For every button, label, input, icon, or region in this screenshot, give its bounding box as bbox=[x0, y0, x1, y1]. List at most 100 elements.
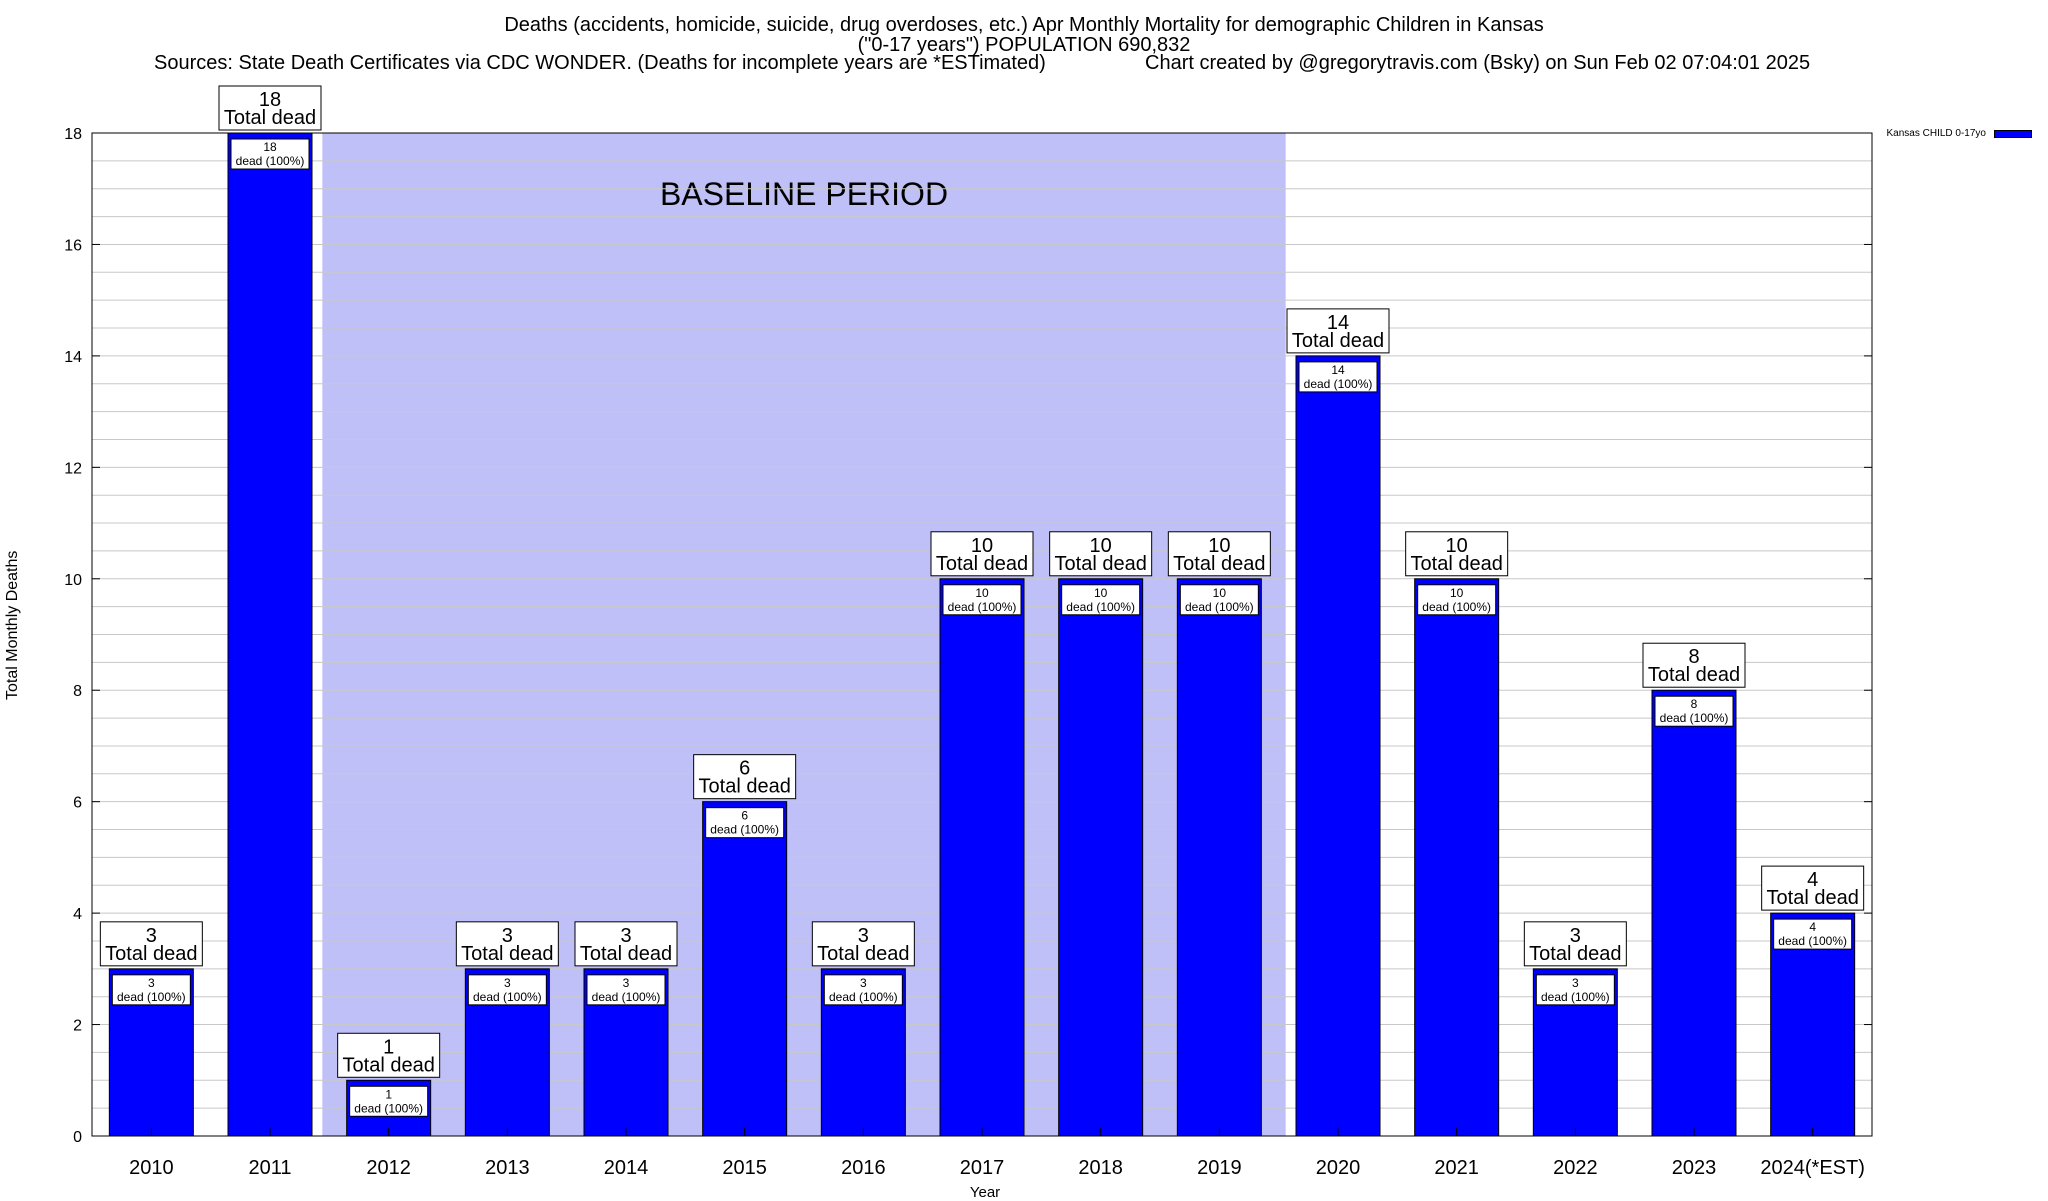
bar-total-suffix-label: Total dead bbox=[817, 943, 909, 965]
bar-total-value-label: 10 bbox=[1090, 535, 1112, 557]
x-tick-label: 2017 bbox=[960, 1157, 1005, 1179]
x-tick-label: 2019 bbox=[1197, 1157, 1242, 1179]
bar bbox=[1414, 578, 1500, 1137]
y-tick-label: 12 bbox=[64, 460, 82, 477]
x-tick-label: 2015 bbox=[722, 1157, 767, 1179]
bar-inner-value-label: 1 bbox=[385, 1087, 392, 1101]
bar-inner-label-box bbox=[1298, 361, 1378, 393]
y-tick-label: 2 bbox=[73, 1018, 82, 1035]
bar-inner-value-label: 18 bbox=[263, 140, 277, 154]
bar-inner-label-box bbox=[349, 1085, 429, 1117]
bar-inner-value-label: 10 bbox=[1450, 586, 1464, 600]
bar-inner-percent-label: dead (100%) bbox=[1185, 600, 1254, 614]
bar-total-value-label: 3 bbox=[858, 925, 869, 947]
bar-inner-label-box bbox=[1654, 695, 1734, 727]
bar-total-suffix-label: Total dead bbox=[699, 776, 791, 798]
bar-total-label-box bbox=[337, 1032, 441, 1078]
bar-inner-value-label: 10 bbox=[975, 586, 989, 600]
bar-total-suffix-label: Total dead bbox=[105, 943, 197, 965]
bar-inner-value-label: 3 bbox=[623, 976, 630, 990]
bar-total-suffix-label: Total dead bbox=[1055, 553, 1147, 575]
bar-inner-value-label: 6 bbox=[741, 809, 748, 823]
bar-total-value-label: 10 bbox=[1208, 535, 1230, 557]
bar-inner-percent-label: dead (100%) bbox=[1422, 600, 1491, 614]
bar-total-value-label: 3 bbox=[502, 925, 513, 947]
bar-inner-percent-label: dead (100%) bbox=[829, 990, 898, 1004]
bar bbox=[702, 801, 788, 1137]
bar-total-suffix-label: Total dead bbox=[1411, 553, 1503, 575]
bar-inner-value-label: 10 bbox=[1213, 586, 1227, 600]
chart-title-line1: Deaths (accidents, homicide, suicide, dr… bbox=[504, 14, 1544, 36]
bar-total-suffix-label: Total dead bbox=[1529, 943, 1621, 965]
bar bbox=[1058, 578, 1144, 1137]
bar-inner-percent-label: dead (100%) bbox=[1066, 600, 1135, 614]
bar-total-label-box bbox=[693, 754, 797, 800]
bar-inner-value-label: 8 bbox=[1691, 697, 1698, 711]
y-tick-label: 0 bbox=[73, 1129, 82, 1146]
x-tick-label: 2018 bbox=[1078, 1157, 1123, 1179]
bar-total-label-box bbox=[99, 921, 203, 967]
bar-inner-value-label: 3 bbox=[860, 976, 867, 990]
bar-total-suffix-label: Total dead bbox=[461, 943, 553, 965]
y-tick-label: 6 bbox=[73, 795, 82, 812]
y-tick-label: 10 bbox=[64, 572, 82, 589]
x-tick-label: 2024(*EST) bbox=[1760, 1157, 1865, 1179]
bar-inner-label-box bbox=[467, 974, 547, 1006]
x-tick-label: 2011 bbox=[248, 1157, 291, 1179]
bar bbox=[1295, 355, 1381, 1137]
chart-subtitle-sources: Sources: State Death Certificates via CD… bbox=[154, 52, 1046, 74]
bar-total-label-box bbox=[811, 921, 915, 967]
bar-total-label-box bbox=[1049, 531, 1153, 577]
bar-inner-percent-label: dead (100%) bbox=[236, 154, 305, 168]
chart-subtitle-credit: Chart created by @gregorytravis.com (Bsk… bbox=[1145, 52, 1811, 74]
bar-inner-value-label: 3 bbox=[504, 976, 511, 990]
bar-inner-label-box bbox=[1061, 584, 1141, 616]
bar-total-suffix-label: Total dead bbox=[224, 107, 316, 129]
bar-inner-label-box bbox=[1535, 974, 1615, 1006]
bar-total-label-box bbox=[1405, 531, 1509, 577]
bar-total-label-box bbox=[455, 921, 559, 967]
bar-inner-label-box bbox=[111, 974, 191, 1006]
legend-series-label: Kansas CHILD 0-17yo bbox=[1886, 128, 1987, 139]
bar-inner-percent-label: dead (100%) bbox=[1541, 990, 1610, 1004]
bar-total-value-label: 3 bbox=[620, 925, 631, 947]
y-tick-label: 4 bbox=[73, 906, 82, 923]
bar-inner-percent-label: dead (100%) bbox=[710, 823, 779, 837]
bar-total-label-box bbox=[1642, 642, 1746, 688]
bar-total-value-label: 4 bbox=[1807, 869, 1818, 891]
bar-inner-percent-label: dead (100%) bbox=[1660, 711, 1729, 725]
bar-inner-percent-label: dead (100%) bbox=[473, 990, 542, 1004]
bar-inner-percent-label: dead (100%) bbox=[592, 990, 661, 1004]
bar-inner-value-label: 10 bbox=[1094, 586, 1108, 600]
bar-inner-label-box bbox=[1179, 584, 1259, 616]
bar-total-value-label: 3 bbox=[1570, 925, 1581, 947]
chart-subtitle-row: Sources: State Death Certificates via CD… bbox=[0, 52, 2048, 76]
bar-total-value-label: 3 bbox=[146, 925, 157, 947]
bar-inner-value-label: 14 bbox=[1331, 363, 1345, 377]
bar-total-label-box bbox=[1286, 308, 1390, 354]
bar bbox=[939, 578, 1025, 1137]
baseline-period-label: BASELINE PERIOD bbox=[660, 176, 948, 212]
bar-total-suffix-label: Total dead bbox=[1173, 553, 1265, 575]
bar-inner-percent-label: dead (100%) bbox=[1304, 377, 1373, 391]
bar-inner-label-box bbox=[942, 584, 1022, 616]
bar-inner-value-label: 3 bbox=[148, 976, 155, 990]
y-tick-label: 8 bbox=[73, 683, 82, 700]
bar-total-suffix-label: Total dead bbox=[1767, 887, 1859, 909]
y-tick-label: 14 bbox=[64, 349, 82, 366]
bar-total-suffix-label: Total dead bbox=[936, 553, 1028, 575]
bar-total-value-label: 10 bbox=[1446, 535, 1468, 557]
bar-total-value-label: 6 bbox=[739, 758, 750, 780]
bar-total-value-label: 8 bbox=[1688, 646, 1699, 668]
bar-total-value-label: 10 bbox=[971, 535, 993, 557]
bar bbox=[1651, 689, 1737, 1137]
bar-inner-value-label: 4 bbox=[1809, 920, 1816, 934]
x-tick-label: 2013 bbox=[485, 1157, 530, 1179]
bar-total-suffix-label: Total dead bbox=[343, 1054, 435, 1076]
bar-inner-label-box bbox=[230, 138, 310, 170]
x-tick-label: 2021 bbox=[1434, 1157, 1479, 1179]
bar-inner-percent-label: dead (100%) bbox=[1778, 934, 1847, 948]
x-tick-label: 2012 bbox=[366, 1157, 411, 1179]
x-tick-label: 2023 bbox=[1672, 1157, 1717, 1179]
